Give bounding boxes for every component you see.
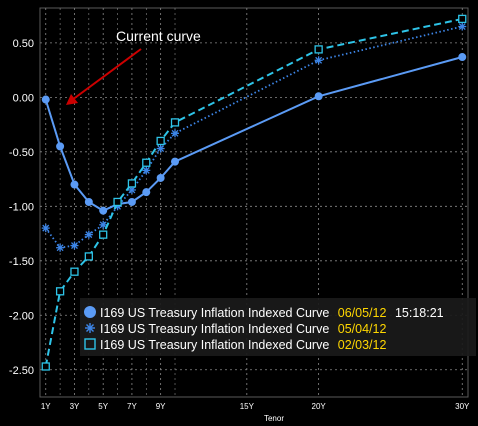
data-point (171, 129, 180, 138)
plot-frame (39, 7, 469, 398)
data-point (127, 179, 137, 188)
star-stroke (71, 242, 78, 250)
star-stroke (42, 224, 50, 232)
data-point (127, 185, 136, 194)
star-stroke (142, 166, 150, 174)
x-tick-label: 15Y (240, 402, 255, 411)
x-tick-label: 3Y (70, 402, 80, 411)
x-tick-label: 7Y (127, 402, 137, 411)
data-point (142, 188, 151, 197)
legend-series-date: 06/05/12 (338, 306, 387, 320)
y-tick-label: -2.50 (9, 365, 34, 377)
data-point (458, 14, 467, 24)
data-point (314, 56, 323, 65)
legend-item-3: I169 US Treasury Inflation Indexed Curve… (84, 338, 386, 352)
series-line (44, 56, 463, 212)
star-stroke (315, 56, 323, 64)
x-tick-label: 20Y (312, 402, 327, 411)
series-2 (41, 22, 467, 252)
y-tick-label: -1.00 (9, 201, 34, 213)
data-point (156, 144, 165, 153)
annotation: Current curve (66, 28, 201, 105)
data-point (156, 136, 165, 146)
y-tick-label: 0.00 (13, 92, 34, 104)
legend-item-1: I169 US Treasury Inflation Indexed Curve… (84, 306, 444, 320)
legend-series-name: I169 US Treasury Inflation Indexed Curve (100, 306, 329, 320)
data-point (314, 92, 323, 101)
data-point (84, 197, 93, 206)
series-3 (41, 14, 467, 371)
data-point (56, 142, 65, 151)
star-stroke (171, 129, 179, 137)
data-point (56, 243, 65, 252)
y-tick-label: -1.50 (9, 256, 34, 268)
data-point (314, 45, 323, 54)
legend-star-marker (85, 323, 95, 333)
annotation-text: Current curve (116, 28, 201, 44)
data-point (70, 180, 79, 189)
x-tick-label: 9Y (156, 402, 166, 411)
svg-text:I169 US Treasury Inflation Ind: I169 US Treasury Inflation Indexed Curve… (100, 338, 386, 352)
data-point (99, 230, 108, 239)
data-point (41, 224, 50, 233)
star-stroke (458, 23, 466, 30)
legend: I169 US Treasury Inflation Indexed Curve… (80, 298, 476, 356)
legend-box (80, 298, 476, 356)
axis-layer: 0.50 0.00 -0.50 -1.00 -1.50 -2.00 -2.50 1Y 3Y 5Y 7… (9, 38, 470, 423)
data-point (70, 267, 79, 276)
x-tick-label: 30Y (455, 402, 470, 411)
data-point (458, 22, 467, 31)
series-layer (41, 14, 467, 371)
data-point (113, 197, 122, 207)
y-tick-label: -2.00 (9, 310, 34, 322)
x-axis-label: Tenor (264, 414, 284, 423)
data-point (170, 118, 180, 127)
data-point (55, 287, 65, 296)
data-point (70, 241, 79, 250)
star-stroke (56, 244, 64, 252)
legend-series-date: 02/03/12 (338, 338, 387, 352)
data-point (41, 362, 50, 371)
data-point (142, 158, 151, 167)
data-point (84, 230, 93, 239)
data-point (458, 53, 467, 62)
data-point (171, 157, 180, 166)
star-stroke (85, 231, 93, 239)
star-stroke (157, 145, 165, 153)
legend-square-marker (84, 338, 96, 350)
data-point (41, 95, 50, 104)
data-point (142, 166, 151, 175)
y-tick-label: -0.50 (9, 147, 34, 159)
legend-circle-marker (84, 306, 96, 318)
data-point (99, 206, 108, 215)
star-stroke (128, 186, 136, 194)
legend-series-name: I169 US Treasury Inflation Indexed Curve (100, 322, 329, 336)
legend-series-date: 05/04/12 (338, 322, 387, 336)
x-tick-label: 1Y (41, 402, 51, 411)
data-point (84, 252, 93, 261)
star-stroke (99, 221, 107, 229)
annotation-arrowhead (66, 94, 78, 105)
series-line (44, 17, 463, 367)
legend-item-2: I169 US Treasury Inflation Indexed Curve… (85, 322, 386, 336)
annotation-arrow (71, 48, 142, 101)
data-point (127, 197, 136, 206)
svg-text:I169 US Treasury Inflation Ind: I169 US Treasury Inflation Indexed Curve… (100, 322, 386, 336)
data-point (99, 220, 108, 229)
legend-series-name: I169 US Treasury Inflation Indexed Curve (100, 338, 329, 352)
legend-series-time: 15:18:21 (395, 306, 444, 320)
y-tick-label: 0.50 (13, 38, 34, 50)
x-tick-label: 5Y (98, 402, 108, 411)
svg-text:I169 US Treasury Inflation Ind: I169 US Treasury Inflation Indexed Curve… (100, 306, 444, 320)
data-point (156, 173, 165, 182)
